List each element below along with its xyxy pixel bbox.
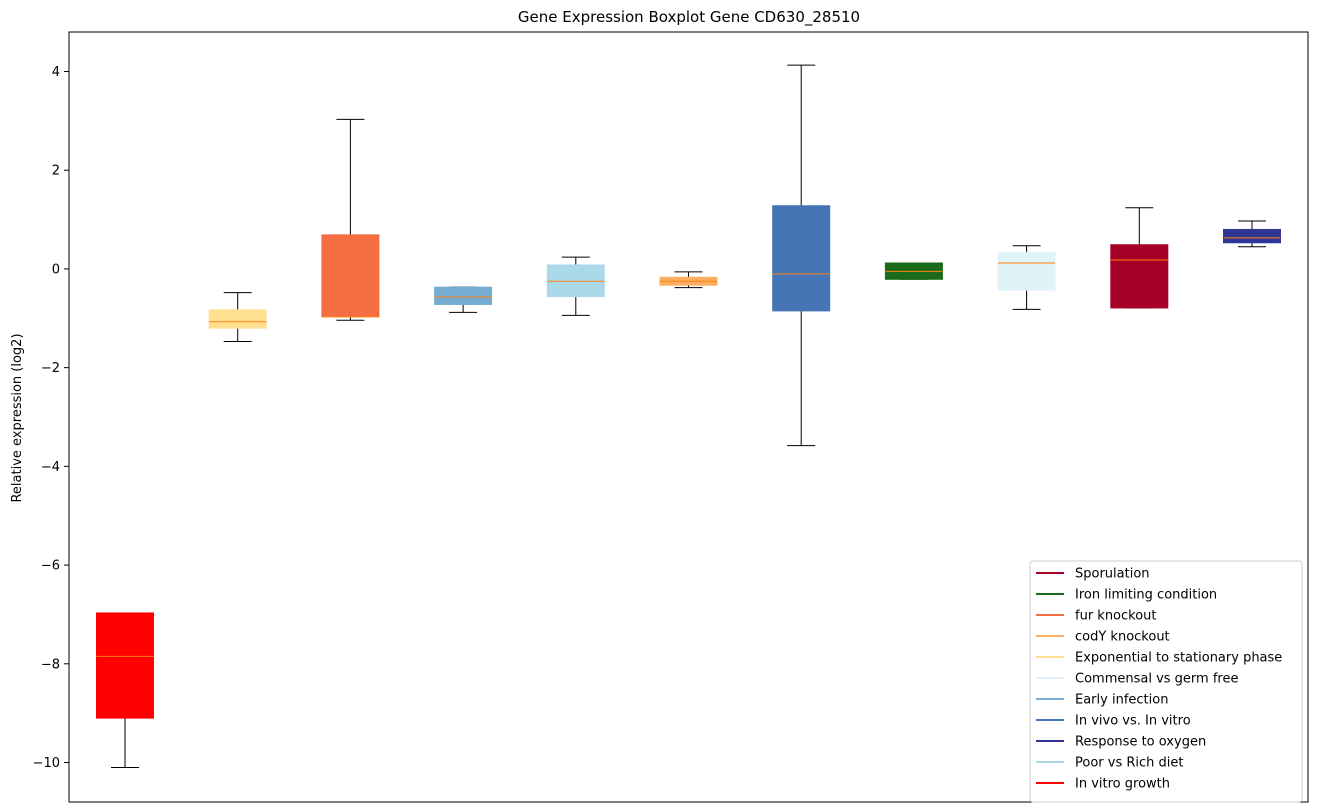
y-tick-label: −2 xyxy=(41,361,60,376)
box-group xyxy=(1110,207,1169,309)
legend-label: codY knockout xyxy=(1075,630,1170,645)
legend-label: In vivo vs. In vitro xyxy=(1075,714,1191,729)
box-group xyxy=(208,292,267,342)
legend-label: fur knockout xyxy=(1075,609,1157,624)
box-group xyxy=(772,64,831,447)
y-tick-label: 0 xyxy=(52,262,60,277)
legend-label: In vitro growth xyxy=(1075,777,1170,792)
legend-label: Iron limiting condition xyxy=(1075,588,1217,603)
y-tick-label: −6 xyxy=(41,559,60,574)
y-tick-label: −8 xyxy=(41,657,60,672)
box xyxy=(321,234,380,318)
y-tick-label: 4 xyxy=(52,65,60,80)
box xyxy=(208,309,267,329)
y-tick-label: 2 xyxy=(52,164,60,179)
box xyxy=(96,612,154,719)
legend-label: Commensal vs germ free xyxy=(1075,672,1238,687)
legend-label: Exponential to stationary phase xyxy=(1075,651,1282,666)
box xyxy=(434,286,493,305)
legend-label: Poor vs Rich diet xyxy=(1075,756,1183,771)
y-tick-label: −4 xyxy=(41,460,60,475)
boxes-layer xyxy=(96,64,1281,768)
legend-frame xyxy=(1029,560,1303,803)
box-group xyxy=(997,245,1056,310)
y-tick-label: −10 xyxy=(33,756,60,771)
box-group xyxy=(546,256,605,316)
box xyxy=(997,252,1056,291)
plot-frame xyxy=(68,31,1309,803)
box-group xyxy=(884,262,943,280)
box-group xyxy=(321,118,380,321)
y-axis-label: Relative expression (log2) xyxy=(10,333,25,502)
legend: Sporulation Iron limiting condition fur kn… xyxy=(1029,560,1303,803)
legend-label: Early infection xyxy=(1075,693,1168,708)
box xyxy=(1110,244,1169,309)
box-group xyxy=(1223,220,1281,248)
box xyxy=(1223,228,1281,244)
legend-label: Sporulation xyxy=(1075,567,1150,582)
box xyxy=(772,205,831,312)
legend-label: Response to oxygen xyxy=(1075,735,1206,750)
box-group xyxy=(434,286,493,313)
chart-title: Gene Expression Boxplot Gene CD630_28510 xyxy=(518,8,860,27)
y-axis: −10 −8 −6 −4 −2 0 2 4 xyxy=(33,65,69,771)
box-group xyxy=(659,271,718,289)
box-group xyxy=(96,612,154,768)
